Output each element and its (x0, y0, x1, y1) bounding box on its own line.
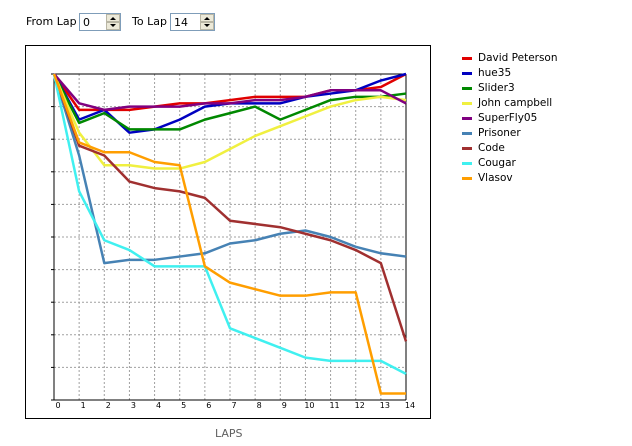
arrow-up-icon (110, 17, 116, 20)
x-tick-label: 4 (156, 401, 161, 410)
to-lap-up-button[interactable] (200, 14, 214, 22)
series-line-code (52, 73, 408, 342)
series-line-slider3 (52, 73, 407, 131)
to-lap-input[interactable] (171, 14, 198, 30)
x-tick-label: 7 (231, 401, 236, 410)
legend-label: Code (478, 142, 505, 154)
x-tick-label: 6 (206, 401, 211, 410)
legend-label: Vlasov (478, 172, 513, 184)
lap-chart-frame: 0 1 2 3 4 5 6 7 8 9 10 11 12 13 14 (25, 45, 431, 419)
x-tick-label: 3 (131, 401, 136, 410)
x-tick-label: 2 (106, 401, 111, 410)
series-line-superfly05 (53, 73, 407, 112)
legend-swatch (462, 102, 472, 105)
legend-swatch (462, 72, 472, 75)
to-lap-label: To Lap (132, 15, 167, 28)
x-tick-label: 12 (355, 401, 365, 410)
x-axis-title: LAPS (215, 427, 243, 440)
legend-swatch (462, 87, 472, 90)
arrow-down-icon (204, 24, 210, 27)
legend-swatch (462, 177, 472, 180)
from-lap-label: From Lap (26, 15, 77, 28)
x-tick-label: 5 (181, 401, 186, 410)
x-tick-label: 14 (405, 401, 415, 410)
legend-swatch (462, 162, 472, 165)
lap-position-chart: 0 1 2 3 4 5 6 7 8 9 10 11 12 13 14 (51, 72, 415, 410)
to-lap-spinner[interactable] (170, 13, 215, 31)
legend-swatch (462, 57, 472, 60)
series-line-prisoner (52, 73, 407, 265)
x-tick-label: 9 (282, 401, 287, 410)
from-lap-input[interactable] (80, 14, 107, 30)
legend-label: SuperFly05 (478, 112, 538, 124)
from-lap-spinner[interactable] (79, 13, 121, 31)
legend-label: Slider3 (478, 82, 515, 94)
legend-label: John campbell (478, 97, 553, 109)
from-lap-down-button[interactable] (106, 22, 120, 30)
from-lap-up-button[interactable] (106, 14, 120, 22)
legend-label: David Peterson (478, 52, 558, 64)
x-tick-label: 1 (81, 401, 86, 410)
legend-label: Prisoner (478, 127, 521, 139)
legend-label: hue35 (478, 67, 512, 79)
arrow-down-icon (110, 24, 116, 27)
legend-label: Cougar (478, 157, 516, 169)
arrow-up-icon (204, 17, 210, 20)
to-lap-down-button[interactable] (200, 22, 214, 30)
x-tick-label: 10 (304, 401, 314, 410)
legend-swatch (462, 147, 472, 150)
series-line-cougar (52, 73, 407, 376)
x-tick-label: 13 (380, 401, 390, 410)
legend-swatch (462, 132, 472, 135)
x-tick-label: 0 (55, 401, 60, 410)
x-tick-label: 8 (257, 401, 262, 410)
x-tick-label: 11 (329, 401, 339, 410)
series-line-vlasov (52, 73, 406, 395)
legend-swatch (462, 117, 472, 120)
